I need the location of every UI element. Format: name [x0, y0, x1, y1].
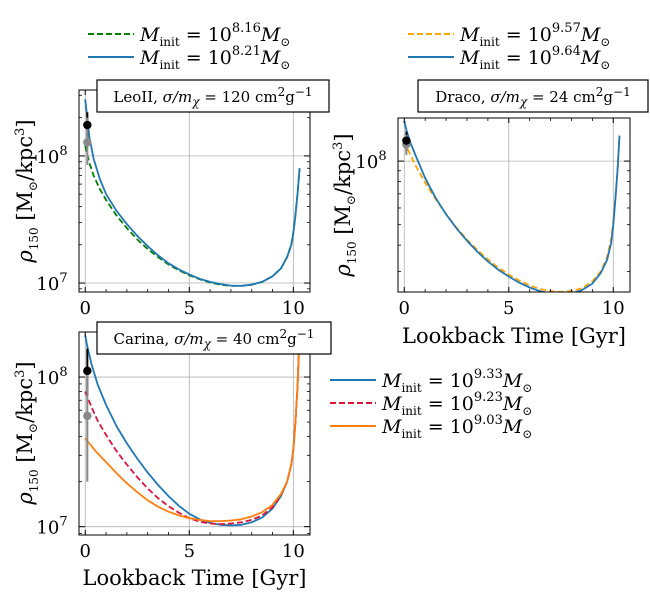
axes-frame — [397, 117, 631, 293]
observation-point — [83, 411, 92, 421]
y-tick-label: 108 — [355, 149, 386, 173]
legend-entry-9-03: Minit = 109.03M⊙ — [381, 413, 532, 441]
panel-title-box: LeoII, σ/mχ = 120 cm2g−1 — [96, 79, 330, 113]
y-tick-label: 108 — [36, 365, 67, 389]
panel-title-box: Draco, σ/mχ = 24 cm2g−1 — [417, 79, 649, 113]
y-tick-label: 107 — [36, 515, 67, 539]
legend-leoii: Minit = 108.16M⊙Minit = 108.21M⊙ — [88, 21, 290, 72]
y-axis-label: ρ150 [M⊙/kpc3] — [13, 361, 41, 505]
axes-frame — [78, 89, 311, 293]
x-axis-label: Lookback Time [Gyr] — [402, 324, 626, 348]
series-line-9-33 — [84, 332, 301, 527]
x-tick-label: 10 — [602, 298, 625, 319]
series-line-9-64 — [403, 120, 621, 292]
x-tick-label: 5 — [184, 298, 195, 319]
x-tick-label: 5 — [184, 541, 195, 562]
y-tick-label: 107 — [36, 271, 67, 295]
legend-entry-9-64: Minit = 109.64M⊙ — [459, 44, 610, 72]
series-line-8-21 — [84, 98, 301, 287]
y-axis-label: ρ150 [M⊙/kpc3] — [13, 119, 41, 263]
panel-title: Draco, σ/mχ = 24 cm2g−1 — [435, 85, 630, 109]
x-tick-label: 10 — [282, 298, 305, 319]
observation-point — [402, 136, 411, 145]
series-line-8-16 — [84, 145, 301, 287]
x-tick-label: 5 — [503, 298, 514, 319]
legend-entry-9-23: Minit = 109.23M⊙ — [381, 390, 532, 418]
series-line-9-03 — [84, 332, 301, 522]
x-tick-label: 0 — [399, 298, 410, 319]
legend-entry-9-33: Minit = 109.33M⊙ — [381, 367, 532, 395]
observation-point — [83, 120, 92, 130]
series-line-9-23 — [84, 332, 301, 525]
x-tick-label: 0 — [80, 541, 91, 562]
x-tick-label: 10 — [282, 541, 305, 562]
legend-carina: Minit = 109.33M⊙Minit = 109.23M⊙Minit = … — [330, 367, 532, 441]
panel-title: Carina, σ/mχ = 40 cm2g−1 — [114, 327, 315, 351]
legend-entry-8-16: Minit = 108.16M⊙ — [139, 21, 290, 49]
legend-entry-9-57: Minit = 109.57M⊙ — [459, 21, 610, 49]
x-axis-label: Lookback Time [Gyr] — [83, 566, 307, 590]
panel-title-box: Carina, σ/mχ = 40 cm2g−1 — [96, 321, 332, 355]
y-axis-label: ρ150 [M⊙/kpc3] — [331, 133, 359, 277]
panel-title: LeoII, σ/mχ = 120 cm2g−1 — [113, 85, 312, 109]
observation-point — [83, 138, 92, 147]
legend-draco: Minit = 109.57M⊙Minit = 109.64M⊙ — [408, 21, 610, 72]
y-tick-label: 108 — [36, 144, 67, 168]
x-tick-label: 0 — [80, 298, 91, 319]
legend-entry-8-21: Minit = 108.21M⊙ — [139, 44, 290, 72]
series-line-9-57 — [403, 135, 621, 292]
observation-point — [83, 366, 92, 376]
